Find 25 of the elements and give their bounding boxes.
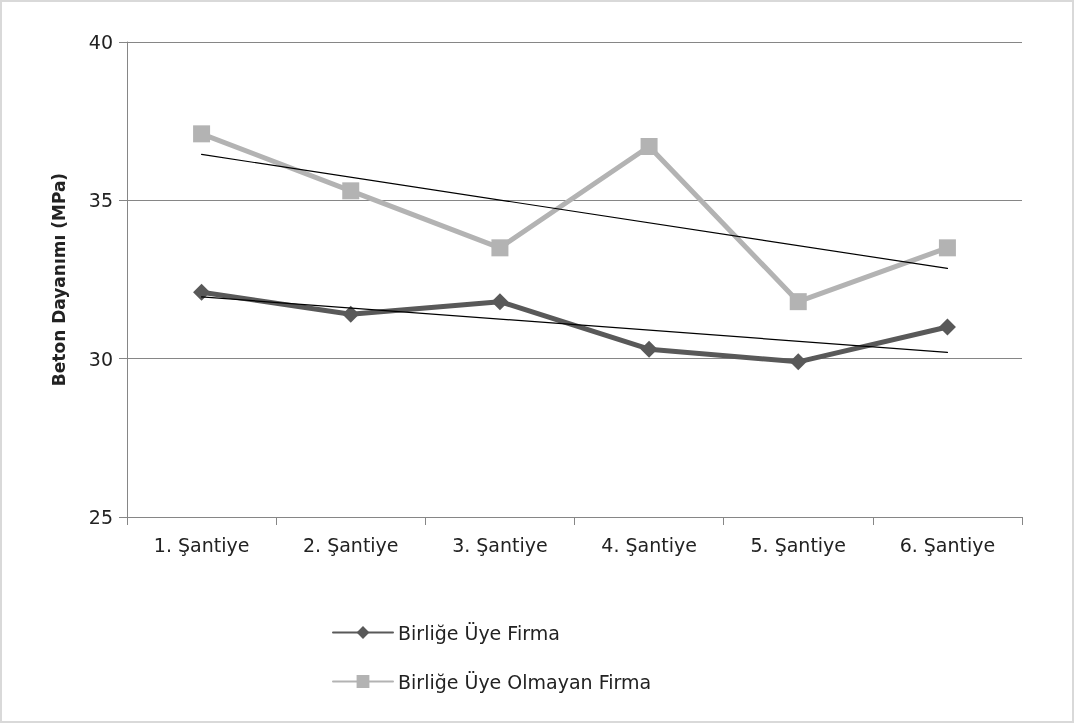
x-tick-label: 1. Şantiye [153,533,250,556]
point [938,239,956,257]
y-tick-label: 30 [88,347,113,370]
point [938,318,956,336]
point [491,239,509,257]
point [640,340,658,358]
x-tick-label: 6. Şantiye [899,533,996,556]
point [193,125,211,143]
x-tick-label: 4. Şantiye [601,533,697,556]
point [491,293,509,311]
legend-label: Birliğe Üye Olmayan Firma [398,670,652,693]
y-tick-label: 25 [88,506,113,528]
x-tick-label: 3. Şantiye [452,533,548,556]
y-axis-title: Beton Dayanımı (MPa) [48,172,69,387]
point [342,182,360,200]
point [789,353,807,371]
point [342,305,360,323]
y-tick-label: 40 [88,31,113,53]
x-tick-label: 5. Şantiye [750,533,847,556]
legend-label: Birliğe Üye Firma [398,621,560,644]
point [640,138,658,155]
x-tick-label: 2. Şantiye [302,533,399,556]
point [193,283,211,301]
y-tick-label: 35 [88,189,113,212]
point [789,293,807,311]
